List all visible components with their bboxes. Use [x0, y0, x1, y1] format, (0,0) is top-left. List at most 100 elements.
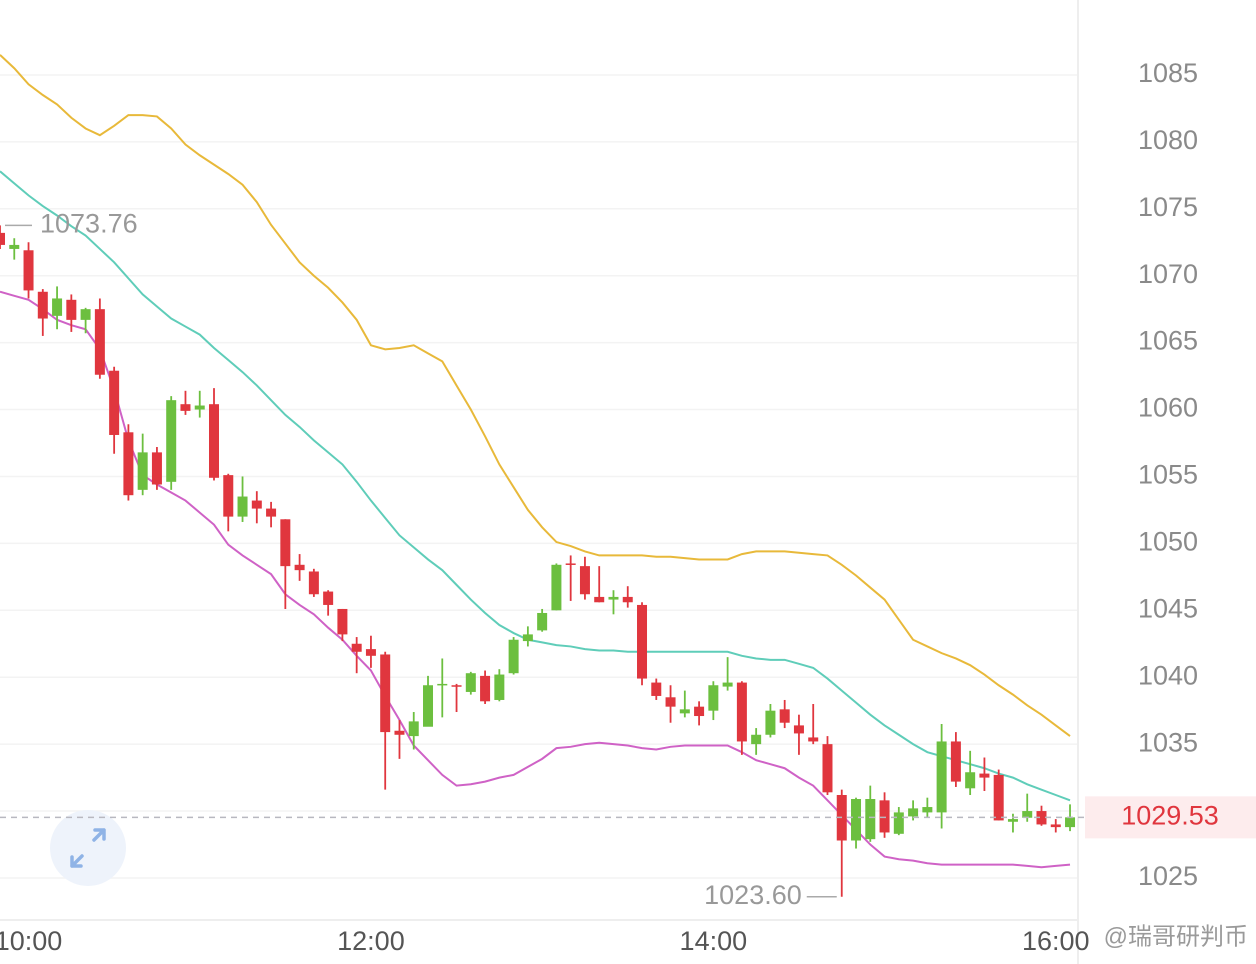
candle-body [1007, 819, 1018, 822]
candle-body [337, 608, 348, 635]
candle-body [66, 299, 77, 320]
x-tick-label: 12:00 [337, 926, 405, 956]
y-tick-label: 1025 [1138, 861, 1198, 891]
candle-body [579, 566, 590, 595]
candle-body [679, 709, 690, 714]
candle-body [351, 643, 362, 652]
candle-body [94, 309, 105, 375]
candle-body [865, 799, 876, 840]
candle-body [408, 721, 419, 737]
candle-body [808, 737, 819, 742]
candle-body [950, 741, 961, 782]
y-tick-label: 1045 [1138, 593, 1198, 623]
candle-body [736, 682, 747, 742]
candle-body [708, 685, 719, 711]
candle-body [893, 812, 904, 834]
candle-body [251, 500, 262, 509]
candle-body [137, 452, 148, 490]
candle-body [394, 730, 405, 735]
watermark: @瑞哥研判币 [1104, 923, 1248, 950]
y-tick-label: 1055 [1138, 460, 1198, 490]
candle-body [908, 808, 919, 817]
y-tick-label: 1070 [1138, 259, 1198, 289]
candle-body [465, 673, 476, 692]
candle-body [751, 734, 762, 745]
candle-body [37, 291, 48, 319]
y-tick-label: 1040 [1138, 660, 1198, 690]
min-label: 1023.60 [704, 880, 802, 910]
expand-circle[interactable] [50, 810, 126, 886]
candle-body [793, 725, 804, 734]
x-tick-label: 14:00 [680, 926, 748, 956]
candle-body [180, 404, 191, 411]
candle-body [1065, 817, 1076, 828]
candle-body [851, 799, 862, 841]
candle-body [622, 596, 633, 603]
candle-body [451, 685, 462, 687]
candle-body [52, 298, 63, 316]
candle-body [266, 508, 277, 517]
candle-body [480, 675, 491, 702]
y-tick-label: 1060 [1138, 393, 1198, 423]
candle-body [722, 682, 733, 687]
y-tick-label: 1075 [1138, 192, 1198, 222]
candle-body [551, 564, 562, 611]
last-price-label: 1029.53 [1121, 800, 1219, 830]
indicator-line [0, 170, 1071, 802]
candle-body [608, 596, 619, 600]
y-tick-label: 1080 [1138, 125, 1198, 155]
grid [0, 74, 1078, 879]
candle-body [665, 697, 676, 707]
candle-body [0, 232, 5, 245]
candle-body [166, 400, 177, 482]
indicator-line [0, 54, 1071, 737]
candle-body [1022, 811, 1033, 818]
x-tick-label: 16:00 [1022, 926, 1090, 956]
candle-body [365, 649, 376, 656]
y-tick-label: 1085 [1138, 58, 1198, 88]
candle-body [494, 674, 505, 700]
candle-body [323, 591, 334, 605]
candle-body [936, 741, 947, 813]
candle-body [423, 685, 434, 727]
candle-body [522, 634, 533, 642]
candle-body [237, 496, 248, 517]
candle-body [508, 639, 519, 674]
candle-body [822, 744, 833, 793]
candle-body [993, 774, 1004, 821]
candle-body [9, 244, 20, 249]
expand-icon[interactable] [70, 828, 106, 868]
y-tick-label: 1065 [1138, 326, 1198, 356]
x-tick-label: 10:00 [0, 926, 62, 956]
expand-button[interactable] [50, 810, 126, 886]
last-price-box [1085, 796, 1256, 839]
candle-body [23, 250, 34, 291]
labels: 1025103010351040104510501055106010651070… [0, 58, 1256, 956]
indicator-line [0, 290, 1071, 869]
candle-body [80, 309, 91, 320]
marks [0, 54, 1076, 897]
candle-body [1036, 811, 1047, 825]
candle-body [209, 404, 220, 478]
candle-body [979, 773, 990, 778]
candle-body [223, 475, 234, 517]
candle-body [294, 564, 305, 571]
candle-body [280, 519, 291, 567]
candle-body [594, 596, 605, 603]
candle-body [380, 654, 391, 733]
candle-body [123, 432, 134, 496]
max-label: 1073.76 [40, 209, 138, 239]
candle-body [694, 706, 705, 717]
candle-body [537, 612, 548, 631]
candle-body [922, 807, 933, 813]
candle-body [879, 800, 890, 833]
y-tick-label: 1050 [1138, 527, 1198, 557]
candle-body [194, 405, 205, 410]
candle-body [779, 709, 790, 723]
candle-body [151, 452, 162, 485]
candle-body [765, 710, 776, 735]
candle-body [109, 370, 120, 435]
candle-body [308, 571, 319, 595]
candle-body [965, 772, 976, 789]
